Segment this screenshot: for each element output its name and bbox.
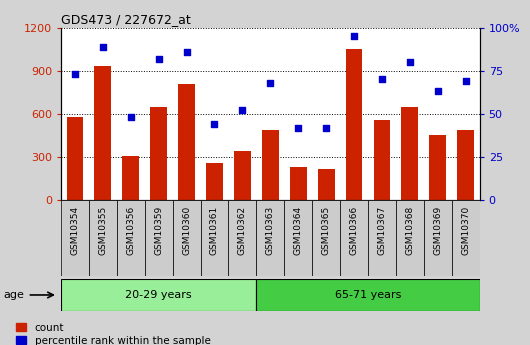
Point <box>70 71 79 77</box>
FancyBboxPatch shape <box>61 200 89 276</box>
Bar <box>151 107 167 200</box>
Bar <box>262 130 279 200</box>
FancyBboxPatch shape <box>312 200 340 276</box>
Legend: count, percentile rank within the sample: count, percentile rank within the sample <box>16 323 210 345</box>
FancyBboxPatch shape <box>173 200 200 276</box>
Point <box>350 33 358 39</box>
Bar <box>318 169 334 200</box>
Point <box>182 49 191 55</box>
Text: GSM10366: GSM10366 <box>350 205 358 255</box>
Bar <box>290 167 306 200</box>
Text: GSM10370: GSM10370 <box>461 205 470 255</box>
Text: age: age <box>3 290 24 300</box>
Point <box>378 77 386 82</box>
Point <box>238 108 246 113</box>
FancyBboxPatch shape <box>340 200 368 276</box>
FancyBboxPatch shape <box>424 200 452 276</box>
Text: GSM10368: GSM10368 <box>405 205 414 255</box>
Text: GSM10363: GSM10363 <box>266 205 275 255</box>
Bar <box>206 163 223 200</box>
Point <box>154 56 163 61</box>
Point <box>99 44 107 49</box>
Bar <box>429 135 446 200</box>
FancyBboxPatch shape <box>396 200 424 276</box>
Text: GSM10367: GSM10367 <box>377 205 386 255</box>
Bar <box>122 156 139 200</box>
FancyBboxPatch shape <box>257 279 480 311</box>
Point <box>322 125 330 130</box>
Bar <box>178 84 195 200</box>
Text: GSM10364: GSM10364 <box>294 205 303 255</box>
Text: GSM10362: GSM10362 <box>238 205 247 255</box>
FancyBboxPatch shape <box>228 200 257 276</box>
FancyBboxPatch shape <box>200 200 228 276</box>
Text: GSM10356: GSM10356 <box>126 205 135 255</box>
Point <box>294 125 303 130</box>
Point <box>434 89 442 94</box>
FancyBboxPatch shape <box>61 279 257 311</box>
FancyBboxPatch shape <box>284 200 312 276</box>
Bar <box>94 66 111 200</box>
Text: GSM10365: GSM10365 <box>322 205 331 255</box>
Text: GSM10369: GSM10369 <box>434 205 442 255</box>
Bar <box>234 150 251 200</box>
Text: GSM10359: GSM10359 <box>154 205 163 255</box>
Text: GSM10361: GSM10361 <box>210 205 219 255</box>
Bar <box>402 107 418 200</box>
Point <box>266 80 275 86</box>
Bar <box>374 120 390 200</box>
Text: GSM10354: GSM10354 <box>70 205 80 255</box>
Point <box>405 59 414 65</box>
Point <box>462 78 470 84</box>
Bar <box>457 130 474 200</box>
Text: 20-29 years: 20-29 years <box>125 290 192 300</box>
FancyBboxPatch shape <box>89 200 117 276</box>
FancyBboxPatch shape <box>452 200 480 276</box>
FancyBboxPatch shape <box>257 200 284 276</box>
FancyBboxPatch shape <box>117 200 145 276</box>
Text: GSM10360: GSM10360 <box>182 205 191 255</box>
Point <box>210 121 219 127</box>
Bar <box>67 117 83 200</box>
Point <box>127 115 135 120</box>
FancyBboxPatch shape <box>145 200 173 276</box>
Bar <box>346 49 363 200</box>
Text: 65-71 years: 65-71 years <box>335 290 401 300</box>
Text: GDS473 / 227672_at: GDS473 / 227672_at <box>61 13 191 27</box>
Text: GSM10355: GSM10355 <box>99 205 107 255</box>
FancyBboxPatch shape <box>368 200 396 276</box>
